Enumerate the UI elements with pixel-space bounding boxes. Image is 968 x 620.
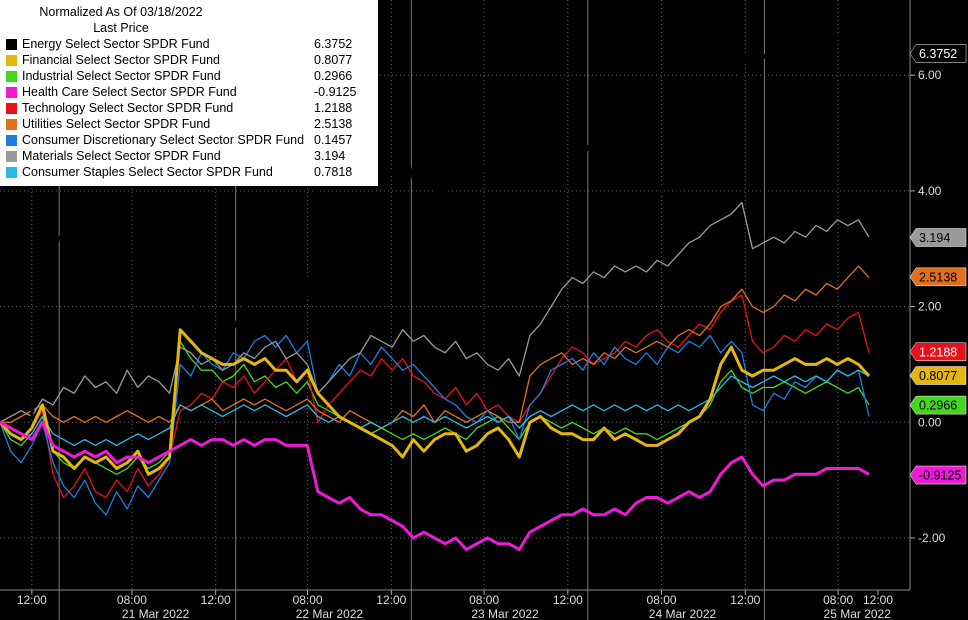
legend-swatch bbox=[6, 166, 17, 178]
y-tick-label: 6.00 bbox=[918, 68, 942, 82]
x-tick-label: 08:00 bbox=[647, 593, 677, 607]
legend-entry: Industrial Select Sector SPDR Fund 0.2966 bbox=[6, 68, 372, 84]
legend-swatch bbox=[6, 118, 17, 130]
value-tag: 0.2966 bbox=[909, 395, 967, 415]
value-tag-bg bbox=[909, 44, 967, 63]
legend-swatch bbox=[6, 150, 17, 162]
x-tick-label: 08:00 bbox=[823, 593, 853, 607]
value-tag: 0.8077 bbox=[909, 366, 967, 385]
value-tag-bg bbox=[909, 228, 967, 247]
legend-swatch bbox=[6, 102, 17, 114]
x-tick-label: 12:00 bbox=[376, 593, 406, 607]
value-tag: 2.5138 bbox=[909, 267, 967, 287]
legend-name: Health Care Select Sector SPDR Fund bbox=[22, 85, 237, 99]
legend-entry: Financial Select Sector SPDR Fund 0.8077 bbox=[6, 52, 372, 68]
legend-value: 0.1457 bbox=[314, 133, 353, 147]
legend-name: Technology Select Sector SPDR Fund bbox=[22, 101, 234, 115]
y-tick-label: 4.00 bbox=[918, 184, 942, 198]
legend-name: Materials Select Sector SPDR Fund bbox=[22, 149, 221, 163]
legend-swatch bbox=[6, 134, 17, 146]
value-tag-label: 1.2188 bbox=[919, 345, 957, 359]
x-tick-label: 12:00 bbox=[553, 593, 583, 607]
last-value-tags: 6.3752 3.194 2.5138 1.2188 0.8077 0.2966 -0.91… bbox=[909, 44, 967, 485]
legend-value: 0.8077 bbox=[314, 53, 353, 67]
value-tag-label: 3.194 bbox=[919, 231, 950, 245]
series-line bbox=[0, 201, 870, 423]
x-day-label: 24 Mar 2022 bbox=[649, 607, 717, 620]
value-tag: 6.3752 bbox=[909, 44, 967, 63]
value-tag-bg bbox=[909, 395, 967, 415]
x-tick-label: 08:00 bbox=[293, 593, 323, 607]
legend-entry: Materials Select Sector SPDR Fund 3.194 bbox=[6, 148, 372, 164]
x-tick-label: 12:00 bbox=[863, 593, 893, 607]
legend-header: Last Price bbox=[93, 21, 149, 35]
legend-name: Consumer Staples Select Sector SPDR Fund bbox=[22, 165, 273, 179]
series-line bbox=[0, 369, 870, 447]
legend-name: Utilities Select Sector SPDR Fund bbox=[22, 117, 211, 131]
legend-name: Energy Select Sector SPDR Fund bbox=[22, 37, 210, 51]
value-tag-label: -0.9125 bbox=[919, 469, 961, 483]
legend-value: 6.3752 bbox=[314, 37, 353, 51]
value-tag-bg bbox=[909, 465, 967, 485]
series-line bbox=[0, 294, 870, 499]
value-tag-label: 2.5138 bbox=[919, 270, 957, 284]
x-day-label: 23 Mar 2022 bbox=[471, 607, 539, 620]
legend-name: Financial Select Sector SPDR Fund bbox=[22, 53, 221, 67]
legend-entry: Consumer Discretionary Select Sector SPD… bbox=[6, 132, 372, 148]
legend-swatch bbox=[6, 38, 17, 50]
series-line bbox=[0, 33, 870, 430]
y-tick-label: 2.00 bbox=[918, 300, 942, 314]
x-day-label: 22 Mar 2022 bbox=[296, 607, 364, 620]
legend-value: 0.2966 bbox=[314, 69, 353, 83]
legend-entry: Energy Select Sector SPDR Fund 6.3752 bbox=[6, 36, 372, 52]
legend-entry: Utilities Select Sector SPDR Fund 2.5138 bbox=[6, 116, 372, 132]
x-tick-label: 08:00 bbox=[469, 593, 499, 607]
x-tick-label: 12:00 bbox=[730, 593, 760, 607]
value-tag-label: 0.8077 bbox=[919, 369, 957, 383]
value-tag-bg bbox=[909, 366, 967, 385]
x-tick-label: 08:00 bbox=[117, 593, 147, 607]
legend-swatch bbox=[6, 86, 17, 98]
x-tick-label: 12:00 bbox=[201, 593, 231, 607]
legend-value: 2.5138 bbox=[314, 117, 353, 131]
y-tick-label-zero: 0.00 bbox=[918, 415, 942, 429]
x-day-label: 25 Mar 2022 bbox=[824, 607, 892, 620]
legend-value: 1.2188 bbox=[314, 101, 353, 115]
legend-swatch bbox=[6, 70, 17, 82]
legend-name: Industrial Select Sector SPDR Fund bbox=[22, 69, 221, 83]
value-tag: -0.9125 bbox=[909, 465, 967, 485]
axes: -2.00 2.00 4.00 6.00 0.00 12:00 08:00 12:00 08:0… bbox=[0, 0, 946, 620]
series-line bbox=[0, 328, 871, 476]
legend-entry: Consumer Staples Select Sector SPDR Fund… bbox=[6, 164, 372, 180]
series-lines bbox=[0, 33, 871, 551]
value-tag: 1.2188 bbox=[909, 342, 967, 362]
value-tag-label: 0.2966 bbox=[919, 399, 957, 413]
series-line bbox=[0, 334, 870, 516]
value-tag-label: 6.3752 bbox=[919, 47, 957, 61]
y-tick-label: -2.00 bbox=[918, 531, 946, 545]
legend-value: -0.9125 bbox=[314, 85, 357, 99]
value-tag-bg bbox=[909, 342, 967, 362]
legend-name: Consumer Discretionary Select Sector SPD… bbox=[22, 133, 305, 147]
legend-entry: Health Care Select Sector SPDR Fund -0.91… bbox=[6, 84, 372, 100]
legend: Normalized As Of 03/18/2022 Last Price E… bbox=[0, 0, 378, 186]
value-tag: 3.194 bbox=[909, 228, 967, 247]
x-day-label: 21 Mar 2022 bbox=[122, 607, 190, 620]
x-tick-label: 12:00 bbox=[17, 593, 47, 607]
legend-value: 3.194 bbox=[314, 149, 346, 163]
chart-title: Normalized As Of 03/18/2022 bbox=[39, 5, 203, 19]
series-line bbox=[0, 420, 870, 551]
legend-value: 0.7818 bbox=[314, 165, 353, 179]
legend-swatch bbox=[6, 54, 17, 66]
value-tag-bg bbox=[909, 267, 967, 287]
legend-entry: Technology Select Sector SPDR Fund 1.2188 bbox=[6, 100, 372, 116]
